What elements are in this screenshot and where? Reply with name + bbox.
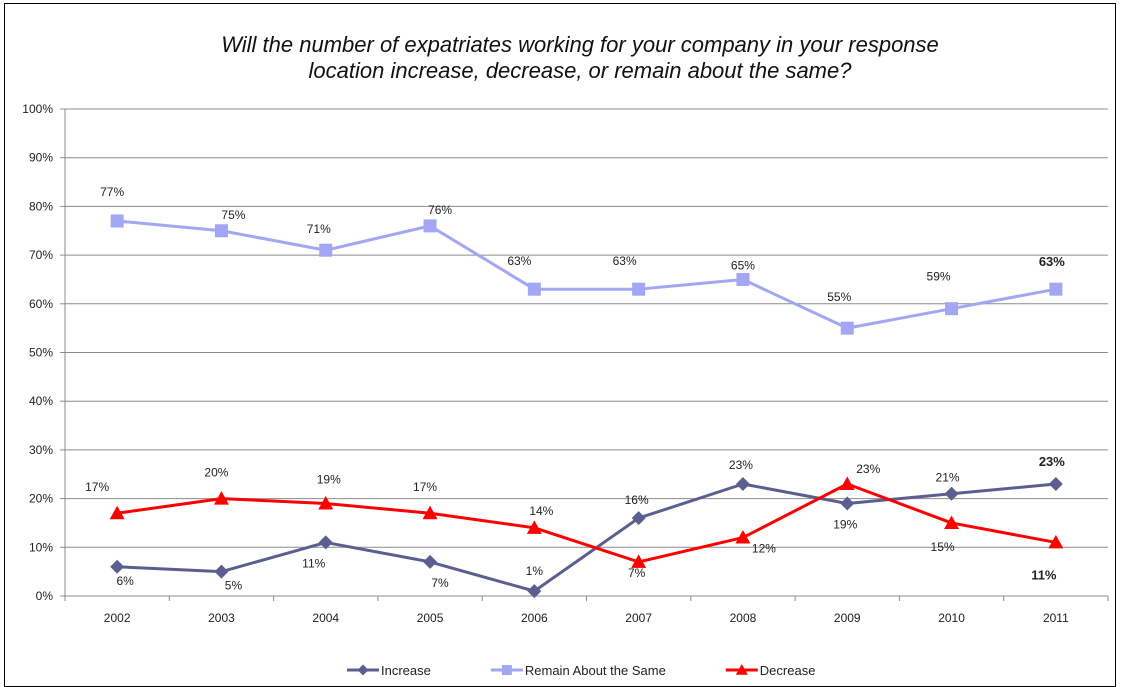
increase-data-label: 16% — [625, 493, 649, 507]
remain-series-line — [117, 219, 1057, 330]
decrease-data-label: 15% — [931, 540, 955, 554]
legend-remain-label: Remain About the Same — [525, 663, 666, 678]
increase-point-marker — [1048, 476, 1063, 491]
x-tick-label: 2006 — [521, 611, 548, 625]
remain-data-label: 76% — [428, 203, 452, 217]
decrease-point-marker — [109, 505, 125, 520]
decrease-point-marker — [213, 491, 229, 505]
decrease-data-label: 19% — [317, 472, 341, 486]
increase-data-label: 23% — [1039, 454, 1065, 469]
remain-data-label: 55% — [827, 290, 851, 304]
remain-point-marker — [110, 214, 124, 228]
increase-point-marker — [423, 554, 438, 569]
x-tick-label: 2003 — [208, 611, 235, 625]
chart-title-line-1: Will the number of expatriates working f… — [221, 32, 939, 57]
increase-point-marker — [840, 496, 855, 511]
remain-data-label: 63% — [1039, 254, 1065, 269]
y-tick-label: 20% — [29, 492, 53, 506]
remain-point-marker — [319, 243, 333, 257]
increase-point-marker — [631, 511, 646, 526]
remain-point-marker — [840, 321, 854, 335]
increase-data-label: 5% — [225, 579, 243, 593]
increase-data-label: 7% — [431, 576, 449, 590]
decrease-series-line — [116, 482, 1057, 564]
remain-data-label: 71% — [307, 222, 331, 236]
y-tick-label: 100% — [22, 102, 53, 116]
legend-remain-marker — [501, 665, 512, 675]
remain-data-label: 65% — [731, 258, 755, 272]
y-tick-label: 90% — [29, 151, 53, 165]
increase-point-marker — [735, 476, 750, 491]
decrease-data-label: 20% — [204, 466, 228, 480]
increase-point-marker — [944, 486, 959, 501]
decrease-data-label: 17% — [85, 480, 109, 494]
y-tick-label: 10% — [29, 540, 53, 554]
legend-increase-label: Increase — [381, 663, 431, 678]
y-tick-label: 40% — [29, 394, 53, 408]
decrease-data-label: 23% — [856, 462, 880, 476]
decrease-point-marker — [944, 515, 960, 529]
remain-data-label: 75% — [221, 208, 245, 222]
legend-increase-marker — [357, 664, 369, 676]
x-tick-label: 2004 — [312, 611, 339, 625]
decrease-data-label: 12% — [752, 542, 776, 556]
decrease-point-marker — [631, 554, 647, 568]
x-tick-label: 2005 — [417, 611, 444, 625]
remain-point-marker — [736, 272, 750, 286]
x-tick-label: 2002 — [104, 611, 131, 625]
x-tick-label: 2009 — [834, 611, 861, 625]
chart-title: Will the number of expatriates working f… — [60, 32, 1100, 84]
increase-point-marker — [527, 584, 542, 599]
x-tick-label: 2008 — [730, 611, 757, 625]
remain-data-label: 63% — [507, 254, 531, 268]
increase-data-label: 11% — [302, 556, 325, 570]
y-tick-label: 70% — [29, 248, 53, 262]
remain-point-marker — [945, 302, 959, 316]
increase-data-label: 19% — [833, 517, 857, 531]
increase-data-label: 1% — [526, 564, 544, 578]
remain-point-marker — [423, 219, 437, 233]
increase-point-marker — [110, 559, 125, 574]
remain-data-label: 59% — [927, 270, 951, 284]
increase-data-label: 23% — [729, 458, 753, 472]
chart-title-line-2: location increase, decrease, or remain a… — [308, 58, 852, 83]
increase-point-marker — [214, 564, 229, 579]
y-tick-label: 0% — [36, 589, 54, 603]
decrease-point-marker — [526, 520, 542, 534]
decrease-data-label: 11% — [1031, 567, 1057, 582]
remain-point-marker — [214, 224, 228, 238]
increase-data-label: 21% — [936, 471, 960, 485]
decrease-data-label: 17% — [413, 480, 437, 494]
increase-data-label: 6% — [116, 574, 134, 588]
x-tick-label: 2011 — [1043, 611, 1069, 625]
legend-decrease-label: Decrease — [760, 663, 816, 678]
x-tick-label: 2010 — [938, 611, 965, 625]
decrease-point-marker — [318, 495, 334, 510]
increase-series-line — [117, 482, 1056, 593]
decrease-point-marker — [839, 476, 855, 490]
remain-point-marker — [527, 282, 541, 296]
remain-data-label: 77% — [100, 185, 124, 199]
decrease-point-marker — [735, 530, 751, 544]
decrease-point-marker — [1048, 534, 1064, 549]
legend-decrease-marker — [735, 664, 748, 675]
y-tick-label: 50% — [29, 346, 53, 360]
decrease-data-label: 7% — [628, 566, 646, 580]
y-tick-label: 60% — [29, 297, 53, 311]
y-tick-label: 30% — [29, 443, 53, 457]
increase-point-marker — [318, 535, 333, 550]
remain-data-label: 63% — [613, 254, 637, 268]
decrease-point-marker — [422, 505, 438, 520]
decrease-data-label: 14% — [529, 504, 553, 518]
y-tick-label: 80% — [29, 199, 53, 213]
remain-point-marker — [632, 282, 646, 296]
remain-point-marker — [1049, 282, 1063, 296]
x-tick-label: 2007 — [625, 611, 652, 625]
